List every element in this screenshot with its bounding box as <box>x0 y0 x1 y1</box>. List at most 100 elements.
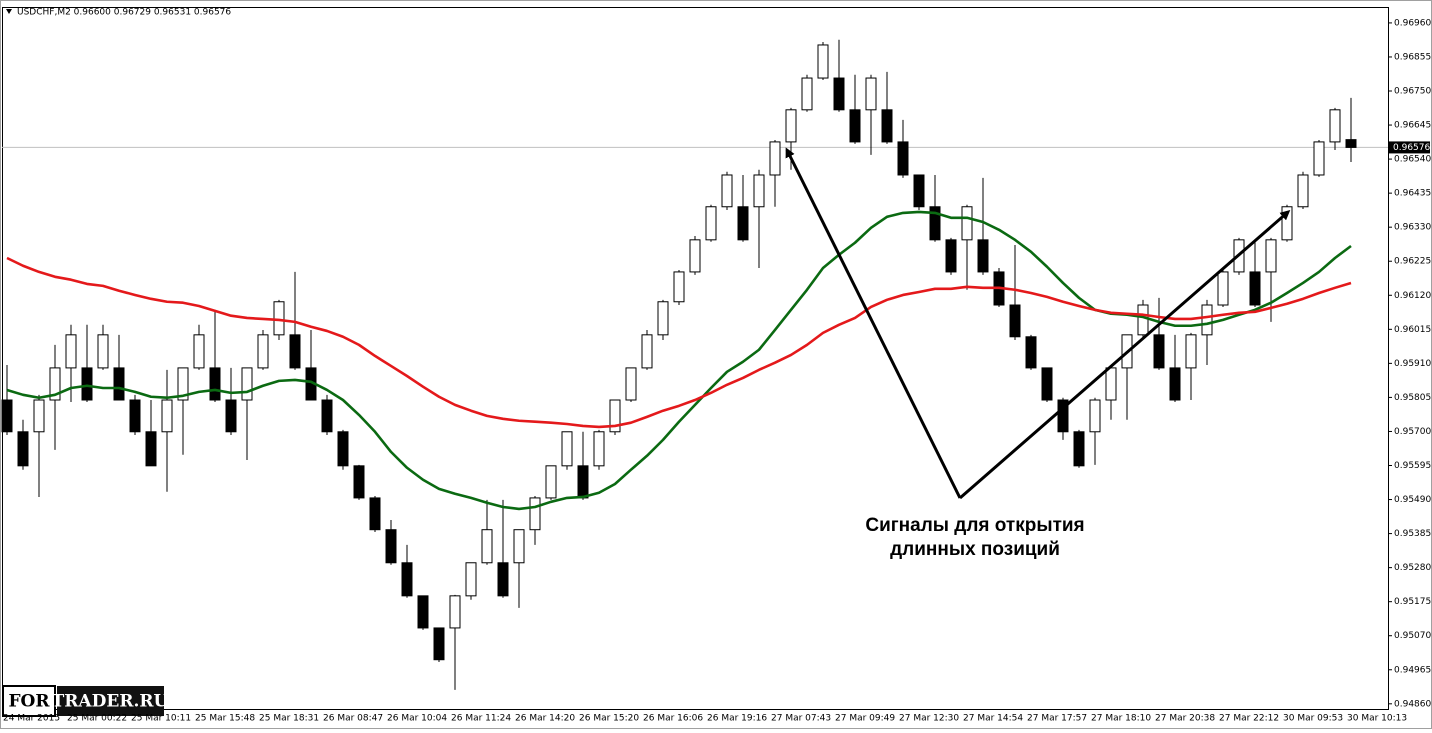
y-tick-label: 0.96015 <box>1394 325 1431 335</box>
y-tick-label: 0.96540 <box>1394 155 1431 165</box>
watermark-box <box>2 685 56 717</box>
x-tick-label: 25 Mar 15:48 <box>195 714 255 724</box>
candle-body <box>897 141 909 176</box>
plot-marks <box>1 39 1357 690</box>
x-tick-label: 27 Mar 18:10 <box>1091 714 1151 724</box>
candle-body <box>1025 336 1037 369</box>
plot-back <box>2 22 1392 705</box>
plot-border <box>2 7 1389 710</box>
candle-body <box>753 174 765 208</box>
x-tick-label: 24 Mar 2015 <box>3 714 60 724</box>
candle-body <box>257 334 269 369</box>
watermark-box <box>57 686 164 716</box>
candle-body <box>865 77 877 111</box>
candle-body <box>1345 139 1357 148</box>
x-tick-label: 27 Mar 22:12 <box>1219 714 1279 724</box>
candle-body <box>945 239 957 273</box>
x-tick-label: 27 Mar 17:57 <box>1027 714 1087 724</box>
candle-body <box>705 206 717 241</box>
candle-body <box>385 529 397 564</box>
candle-body <box>273 301 285 336</box>
y-tick-label: 0.95280 <box>1394 563 1431 573</box>
watermark-text: FOR <box>8 692 50 712</box>
candle-body <box>833 77 845 111</box>
candle-body <box>1105 367 1117 401</box>
y-tick-label: 0.95805 <box>1394 393 1431 403</box>
candle-body <box>65 334 77 369</box>
x-tick-label: 27 Mar 14:54 <box>963 714 1023 724</box>
y-tick-label: 0.96750 <box>1394 87 1431 97</box>
candle-body <box>1297 174 1309 208</box>
y-tick-label: 0.96435 <box>1394 189 1431 199</box>
candle-body <box>1057 399 1069 433</box>
chart-title: USDCHF,M2 0.96600 0.96729 0.96531 0.9657… <box>17 8 231 18</box>
x-tick-label: 30 Mar 09:53 <box>1283 714 1343 724</box>
y-tick-label: 0.94860 <box>1394 699 1431 709</box>
y-tick-label: 0.96855 <box>1394 52 1431 62</box>
x-tick-label: 26 Mar 15:20 <box>579 714 639 724</box>
price-tag-label: 0.96576 <box>1393 143 1430 153</box>
candle-body <box>49 367 61 401</box>
candle-body <box>929 206 941 241</box>
candle-body <box>449 595 461 629</box>
candle-body <box>321 399 333 433</box>
x-tick-label: 26 Mar 08:47 <box>323 714 383 724</box>
candle-body <box>1313 141 1325 176</box>
candle-body <box>657 301 669 336</box>
menu-triangle <box>6 9 12 14</box>
candle-body <box>1041 367 1053 401</box>
x-tick-label: 25 Mar 00:22 <box>67 714 127 724</box>
candle-body <box>1073 431 1085 467</box>
candle-body <box>209 367 221 401</box>
candle-body <box>465 562 477 597</box>
candle-body <box>801 77 813 111</box>
candle-body <box>161 399 173 433</box>
candle-body <box>737 206 749 241</box>
candle-body <box>353 465 365 499</box>
x-tick-label: 27 Mar 20:38 <box>1155 714 1215 724</box>
arrow <box>959 210 1291 500</box>
candle-body <box>241 367 253 401</box>
candle-body <box>337 431 349 467</box>
annotation: длинных позиций <box>890 539 1060 560</box>
arrow <box>785 147 962 499</box>
candle-body <box>673 271 685 303</box>
annotation: Сигналы для открытия <box>865 515 1084 536</box>
candle-body <box>225 399 237 433</box>
candle-body <box>289 334 301 369</box>
candle-body <box>529 497 541 531</box>
y-tick-label: 0.96645 <box>1394 121 1431 131</box>
candle-body <box>145 431 157 467</box>
candle-body <box>97 334 109 369</box>
candle-body <box>1009 304 1021 338</box>
candle-body <box>1089 399 1101 433</box>
candle-body <box>913 174 925 208</box>
price-tag <box>1389 141 1430 154</box>
candle-body <box>849 109 861 143</box>
candle-body <box>1249 271 1261 306</box>
candle-body <box>513 529 525 564</box>
candle-body <box>1281 206 1293 241</box>
y-tick-label: 0.95700 <box>1394 427 1431 437</box>
x-tick-label: 26 Mar 16:06 <box>643 714 703 724</box>
watermark: FOR TRADER.RU <box>2 685 169 717</box>
watermark-text: TRADER.RU <box>52 692 169 712</box>
candle-body <box>1185 334 1197 369</box>
candle-body <box>1265 239 1277 273</box>
candle-body <box>977 239 989 273</box>
candle-body <box>481 529 493 564</box>
candle-body <box>81 367 93 401</box>
candle-body <box>433 627 445 661</box>
candle-body <box>1137 304 1149 336</box>
x-tick-label: 27 Mar 07:43 <box>771 714 831 724</box>
candle-body <box>689 239 701 273</box>
candle-body <box>33 399 45 433</box>
candle-body <box>1 399 13 433</box>
y-tick-label: 0.94965 <box>1394 665 1431 675</box>
candle-body <box>545 465 557 499</box>
candle-body <box>1329 109 1341 143</box>
y-tick-label: 0.95595 <box>1394 461 1431 471</box>
candle-body <box>1201 304 1213 336</box>
